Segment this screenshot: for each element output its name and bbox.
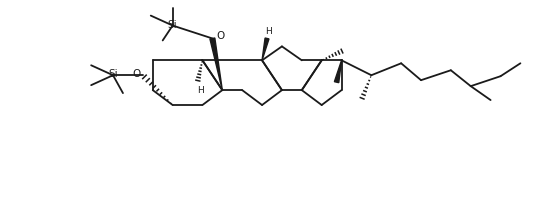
Text: Si: Si bbox=[108, 69, 118, 79]
Text: H: H bbox=[264, 27, 272, 36]
Text: O: O bbox=[216, 31, 224, 41]
Text: O: O bbox=[133, 69, 141, 79]
Text: Si: Si bbox=[168, 20, 177, 30]
Polygon shape bbox=[334, 60, 341, 83]
Polygon shape bbox=[262, 38, 269, 60]
Polygon shape bbox=[210, 38, 222, 90]
Text: H: H bbox=[197, 86, 204, 95]
